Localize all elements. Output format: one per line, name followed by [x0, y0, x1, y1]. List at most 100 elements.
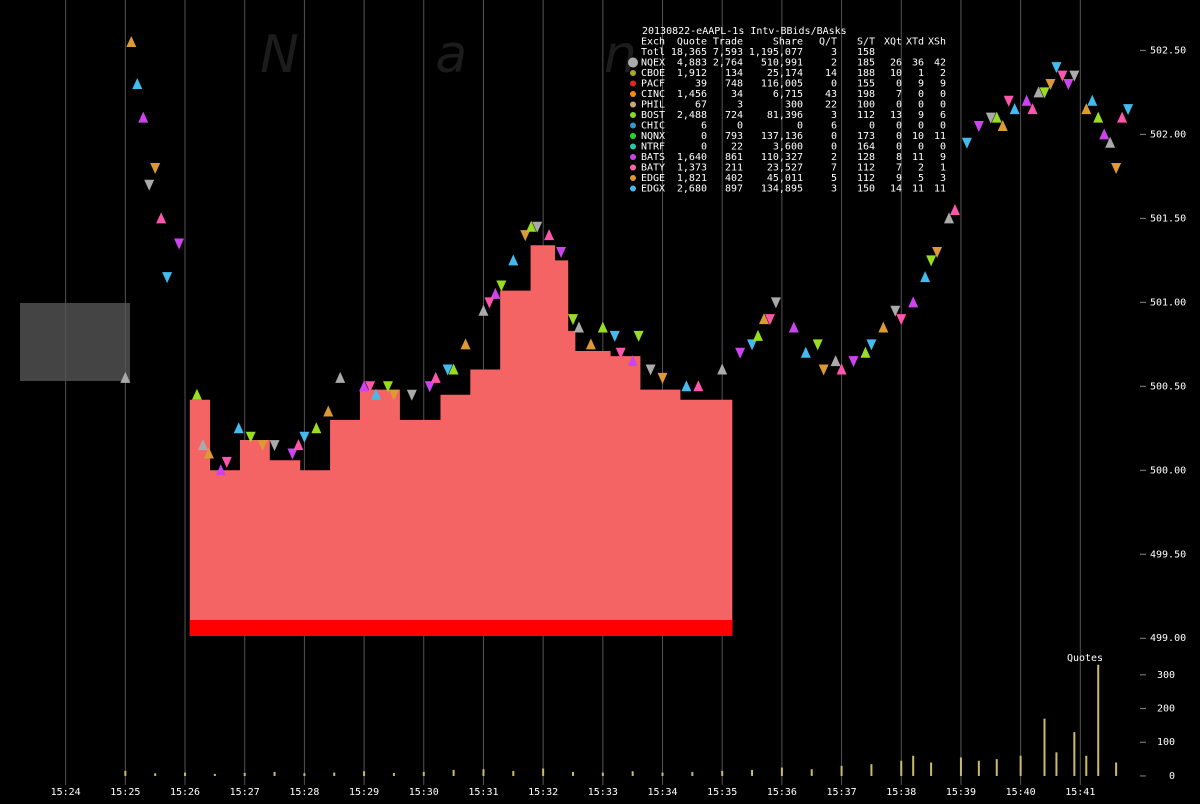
- quote-marker: [961, 137, 972, 149]
- quote-marker: [788, 321, 799, 333]
- legend-cell: 22: [731, 142, 743, 153]
- quote-marker: [597, 321, 608, 333]
- quote-marker: [293, 439, 304, 451]
- quote-marker: [484, 297, 495, 309]
- quote-marker: [120, 371, 131, 383]
- overlay-box: [20, 303, 130, 381]
- legend-cell: NQNX: [641, 131, 665, 142]
- legend-cell: 0: [831, 131, 837, 142]
- quote-marker: [245, 431, 256, 443]
- legend-cell: 11: [912, 152, 924, 163]
- x-tick-label: 15:36: [767, 787, 797, 798]
- volume-bar: [977, 760, 980, 776]
- quote-marker: [973, 120, 984, 132]
- legend-cell: 0: [918, 89, 924, 100]
- legend-cell: 0: [896, 79, 902, 90]
- legend-cell: 7,593: [713, 47, 743, 58]
- quote-marker: [460, 338, 471, 350]
- quote-marker: [496, 280, 507, 292]
- legend-cell: 7: [896, 89, 902, 100]
- legend-cell: 402: [725, 173, 743, 184]
- legend-header: S/T: [857, 37, 875, 48]
- legend-cell: 39: [695, 79, 707, 90]
- legend-cell: 0: [737, 121, 743, 132]
- legend-cell: 2,680: [677, 184, 707, 195]
- legend-cell: 0: [869, 121, 875, 132]
- y-tick-label: 499.00: [1150, 633, 1186, 644]
- quote-marker: [1087, 94, 1098, 106]
- legend-cell: 67: [695, 100, 707, 111]
- legend-cell: 188: [857, 68, 875, 79]
- quote-marker: [573, 321, 584, 333]
- quote-marker: [1063, 78, 1074, 90]
- legend-cell: 1: [940, 163, 946, 174]
- x-tick-label: 15:35: [707, 787, 737, 798]
- legend-cell: 34: [731, 89, 743, 100]
- quote-marker: [221, 456, 232, 468]
- quote-marker: [926, 255, 937, 267]
- legend-swatch: [630, 91, 636, 97]
- volume-bar: [213, 773, 216, 776]
- legend-cell: 9: [918, 110, 924, 121]
- volume-bar: [721, 770, 724, 776]
- legend-swatch: [630, 133, 636, 139]
- legend-cell: 0: [918, 142, 924, 153]
- quote-marker: [830, 355, 841, 367]
- legend-cell: 9: [940, 152, 946, 163]
- legend-cell: 3: [831, 184, 837, 195]
- quote-marker: [215, 464, 226, 476]
- legend-cell: 2: [918, 163, 924, 174]
- legend-cell: 0: [940, 89, 946, 100]
- legend-cell: Totl: [641, 47, 665, 58]
- legend-cell: 137,136: [761, 131, 803, 142]
- quote-marker: [836, 363, 847, 375]
- volume-bar: [542, 768, 545, 776]
- quote-marker: [287, 448, 298, 460]
- legend-cell: 793: [725, 131, 743, 142]
- x-tick-label: 15:27: [230, 787, 260, 798]
- quote-marker: [311, 422, 322, 434]
- volume-bar: [1073, 732, 1076, 776]
- legend-cell: 110,327: [761, 152, 803, 163]
- legend-cell: 14: [890, 184, 902, 195]
- legend-cell: 198: [857, 89, 875, 100]
- quote-marker: [747, 339, 758, 351]
- volume-bar: [959, 757, 962, 776]
- legend-cell: 7: [831, 163, 837, 174]
- legend-cell: 3: [831, 110, 837, 121]
- volume-bar: [1115, 762, 1118, 776]
- legend-cell: 81,396: [767, 110, 803, 121]
- legend-cell: 36: [912, 58, 924, 69]
- quote-marker: [323, 405, 334, 417]
- legend-cell: 724: [725, 110, 743, 121]
- legend-cell: 897: [725, 184, 743, 195]
- quote-marker: [645, 364, 656, 376]
- legend-cell: 11: [912, 184, 924, 195]
- volume-bar: [631, 771, 634, 776]
- legend-cell: 100: [857, 100, 875, 111]
- legend-cell: 0: [701, 142, 707, 153]
- legend-header: Q/T: [819, 37, 837, 48]
- legend-cell: 1,456: [677, 89, 707, 100]
- quote-marker: [890, 305, 901, 317]
- x-tick-label: 15:33: [588, 787, 618, 798]
- quote-marker: [693, 380, 704, 392]
- y-tick-label: 500.50: [1150, 381, 1186, 392]
- quote-marker: [335, 371, 346, 383]
- quote-marker: [269, 440, 280, 452]
- quote-marker: [144, 179, 155, 191]
- volume-bar: [780, 767, 783, 776]
- quote-marker: [812, 339, 823, 351]
- x-tick-label: 15:32: [528, 787, 558, 798]
- quote-marker: [197, 439, 208, 451]
- legend-swatch: [628, 57, 638, 68]
- legend-cell: 1,821: [677, 173, 707, 184]
- legend-cell: 3: [737, 100, 743, 111]
- quote-marker: [1117, 111, 1128, 123]
- quote-marker: [508, 254, 519, 266]
- volume-bar: [870, 764, 873, 776]
- legend-cell: 1,640: [677, 152, 707, 163]
- volume-bar: [912, 755, 915, 776]
